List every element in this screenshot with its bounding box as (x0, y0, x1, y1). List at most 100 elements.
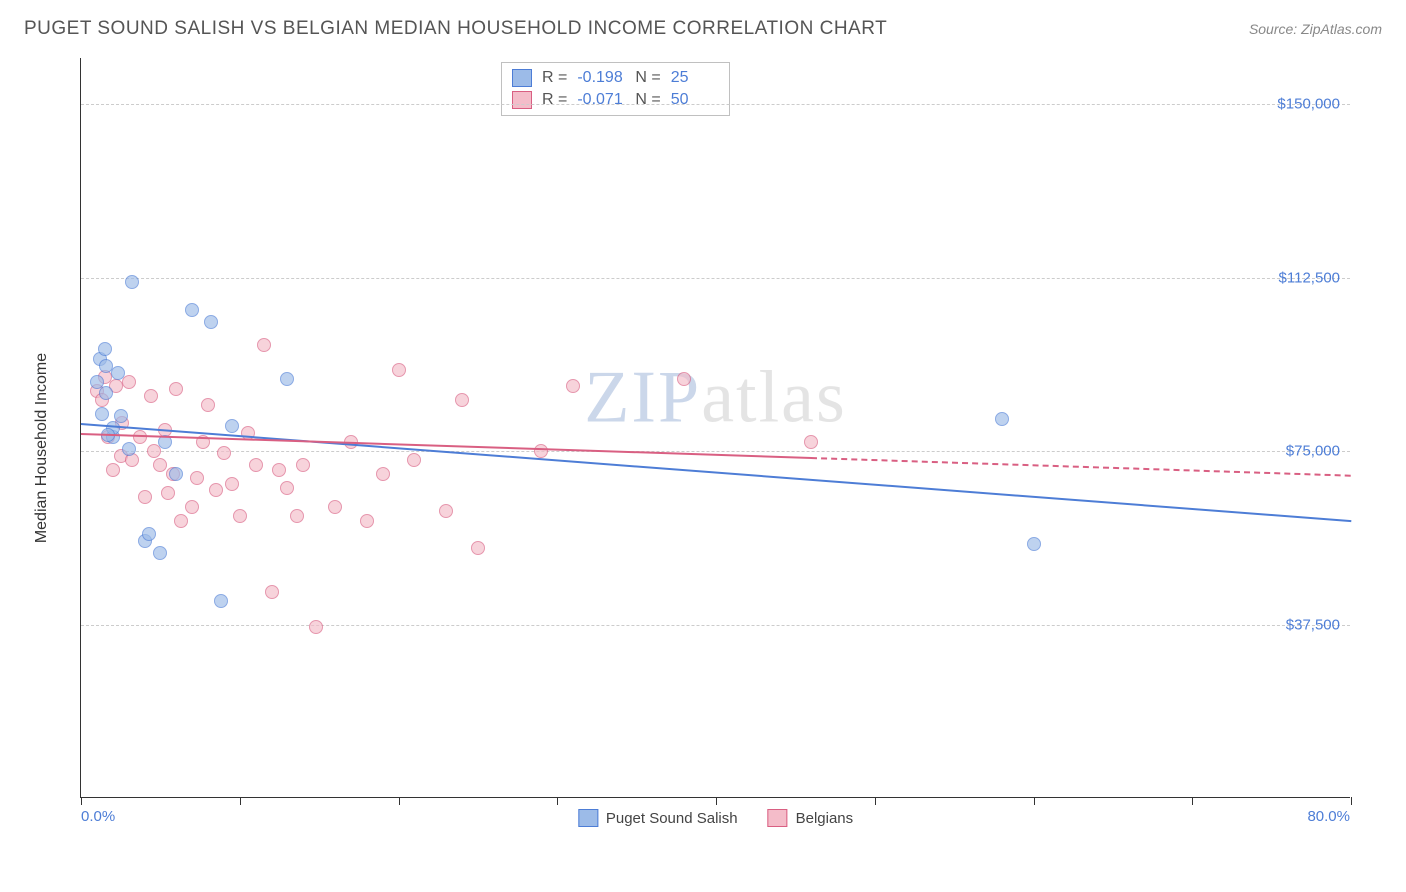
belgians-marker (161, 486, 175, 500)
belgians-marker (272, 463, 286, 477)
legend-item-salish: Puget Sound Salish (578, 809, 738, 827)
belgians-marker (455, 393, 469, 407)
salish-marker (204, 315, 218, 329)
x-tick (875, 797, 876, 805)
x-tick (1351, 797, 1352, 805)
r-label: R = (542, 69, 567, 87)
belgians-marker (190, 471, 204, 485)
gridline (81, 625, 1350, 626)
belgians-marker (471, 541, 485, 555)
belgians-marker (138, 490, 152, 504)
belgians-marker (296, 458, 310, 472)
salish-marker (95, 407, 109, 421)
legend-item-belgians: Belgians (768, 809, 854, 827)
n-label: N = (635, 69, 660, 87)
x-tick (81, 797, 82, 805)
salish-marker (169, 467, 183, 481)
belgians-marker (257, 338, 271, 352)
belgians-marker (201, 398, 215, 412)
x-tick (240, 797, 241, 805)
belgians-marker (566, 379, 580, 393)
belgians-marker (144, 389, 158, 403)
y-tick-label: $112,500 (1279, 269, 1340, 286)
belgians-marker (225, 477, 239, 491)
source-label: Source: ZipAtlas.com (1249, 21, 1382, 37)
salish-marker (1027, 537, 1041, 551)
watermark-z: Z (584, 356, 631, 438)
belgians-marker (290, 509, 304, 523)
belgians-marker (249, 458, 263, 472)
belgians-trendline (81, 433, 811, 459)
belgians-marker (804, 435, 818, 449)
watermark-ip: IP (631, 356, 701, 438)
legend: Puget Sound Salish Belgians (578, 809, 853, 827)
x-tick (716, 797, 717, 805)
salish-marker (185, 303, 199, 317)
x-tick (557, 797, 558, 805)
watermark: ZIPatlas (584, 355, 847, 440)
legend-label-salish: Puget Sound Salish (606, 810, 738, 827)
chart-container: Median Household Income ZIPatlas R = -0.… (50, 58, 1380, 838)
x-tick (1034, 797, 1035, 805)
gridline (81, 104, 1350, 105)
belgians-marker (106, 463, 120, 477)
salish-marker (125, 275, 139, 289)
belgians-marker (392, 363, 406, 377)
belgians-marker (217, 446, 231, 460)
belgians-marker (439, 504, 453, 518)
belgians-marker (677, 372, 691, 386)
belgians-marker (328, 500, 342, 514)
salish-marker (153, 546, 167, 560)
gridline (81, 278, 1350, 279)
chart-title: PUGET SOUND SALISH VS BELGIAN MEDIAN HOU… (24, 18, 887, 40)
salish-marker (142, 527, 156, 541)
plot-area: ZIPatlas R = -0.198 N = 25 R = -0.071 N … (80, 58, 1350, 798)
belgians-marker (209, 483, 223, 497)
salish-marker (122, 442, 136, 456)
belgians-marker (407, 453, 421, 467)
n-label: N = (635, 91, 660, 109)
swatch-belgians (512, 91, 532, 109)
salish-trendline (81, 423, 1351, 522)
salish-marker (114, 409, 128, 423)
belgians-marker (185, 500, 199, 514)
salish-marker (99, 386, 113, 400)
x-axis-max-label: 80.0% (1307, 808, 1350, 825)
belgians-marker (376, 467, 390, 481)
salish-marker (214, 594, 228, 608)
x-tick (399, 797, 400, 805)
salish-marker (280, 372, 294, 386)
legend-swatch-belgians (768, 809, 788, 827)
stat-row-salish: R = -0.198 N = 25 (512, 67, 719, 89)
n-value-belgians: 50 (671, 91, 719, 109)
correlation-stat-box: R = -0.198 N = 25 R = -0.071 N = 50 (501, 62, 730, 116)
x-axis-min-label: 0.0% (81, 808, 115, 825)
belgians-marker (534, 444, 548, 458)
y-axis-title: Median Household Income (33, 353, 51, 543)
belgians-marker (133, 430, 147, 444)
legend-label-belgians: Belgians (796, 810, 854, 827)
gridline (81, 451, 1350, 452)
r-value-belgians: -0.071 (577, 91, 625, 109)
swatch-salish (512, 69, 532, 87)
n-value-salish: 25 (671, 69, 719, 87)
y-tick-label: $150,000 (1277, 96, 1340, 113)
belgians-marker (280, 481, 294, 495)
stat-row-belgians: R = -0.071 N = 50 (512, 89, 719, 111)
belgians-marker (265, 585, 279, 599)
belgians-trendline-dashed (811, 457, 1351, 477)
belgians-marker (174, 514, 188, 528)
x-tick (1192, 797, 1193, 805)
salish-marker (111, 366, 125, 380)
r-value-salish: -0.198 (577, 69, 625, 87)
salish-marker (995, 412, 1009, 426)
watermark-atlas: atlas (701, 356, 847, 438)
belgians-marker (309, 620, 323, 634)
legend-swatch-salish (578, 809, 598, 827)
belgians-marker (360, 514, 374, 528)
belgians-marker (233, 509, 247, 523)
belgians-marker (122, 375, 136, 389)
y-tick-label: $37,500 (1286, 616, 1340, 633)
belgians-marker (153, 458, 167, 472)
salish-marker (98, 342, 112, 356)
